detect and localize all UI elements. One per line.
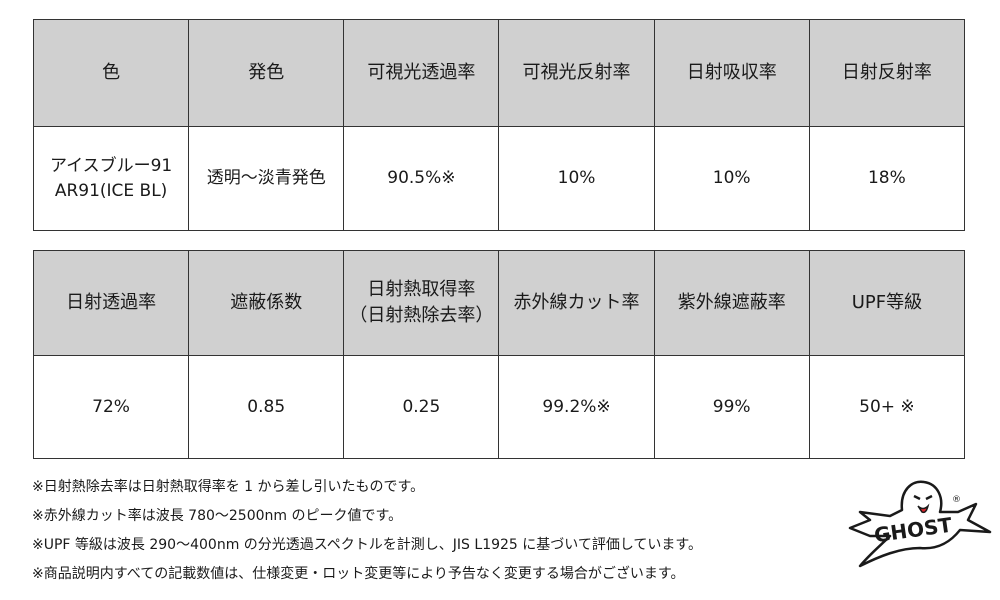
cell-solar-transmittance: 72%: [32, 355, 190, 459]
ghost-logo: GHOST ®: [848, 480, 992, 568]
cell-ir-cut: 99.2%※: [498, 355, 655, 459]
footnote: ※UPF 等級は波長 290〜400nm の分光透過スペクトルを計測し、JIS …: [32, 537, 703, 553]
header-shading-coefficient: 遮蔽係数: [188, 250, 345, 356]
header-solar-heat-gain-line1: 日射熱取得率: [367, 278, 476, 300]
cell-visible-transmittance: 90.5%※: [343, 126, 500, 231]
table-header-row: 色 発色 可視光透過率 可視光反射率 日射吸収率 日射反射率: [32, 19, 966, 127]
header-solar-absorptance: 日射吸収率: [653, 19, 810, 127]
footnote: ※商品説明内すべての記載数値は、仕様変更・ロット変更等により予告なく変更する場合…: [32, 566, 685, 582]
footnote: ※日射熱除去率は日射熱取得率を 1 から差し引いたものです。: [32, 479, 425, 495]
header-uv-shielding: 紫外線遮蔽率: [653, 250, 810, 356]
cell-solar-reflectance: 18%: [808, 126, 966, 231]
table-row: アイスブルー91 AR91(ICE BL) 透明〜淡青発色 90.5%※ 10% …: [32, 126, 966, 231]
footnotes: ※日射熱除去率は日射熱取得率を 1 から差し引いたものです。 ※赤外線カット率は…: [32, 476, 702, 592]
header-ir-cut: 赤外線カット率: [498, 250, 655, 356]
header-solar-reflectance: 日射反射率: [808, 19, 966, 127]
color-name: アイスブルー91: [49, 155, 173, 176]
header-hue: 発色: [188, 19, 345, 127]
header-solar-transmittance: 日射透過率: [32, 250, 190, 356]
registered-mark: ®: [952, 495, 961, 505]
footnote: ※赤外線カット率は波長 780〜2500nm のピーク値です。: [32, 508, 403, 524]
cell-uv-shielding: 99%: [653, 355, 810, 459]
table-row: 72% 0.85 0.25 99.2%※ 99% 50+ ※: [32, 355, 966, 459]
cell-shading-coefficient: 0.85: [188, 355, 345, 459]
cell-visible-reflectance: 10%: [498, 126, 655, 231]
cell-upf: 50+ ※: [808, 355, 966, 459]
cell-hue: 透明〜淡青発色: [188, 126, 345, 231]
header-visible-reflectance: 可視光反射率: [498, 19, 655, 127]
header-color: 色: [32, 19, 190, 127]
header-solar-heat-gain-line2: （日射熱除去率）: [349, 305, 494, 326]
cell-color: アイスブルー91 AR91(ICE BL): [32, 126, 190, 231]
thermal-properties-table: 日射透過率 遮蔽係数 日射熱取得率 （日射熱除去率） 赤外線カット率 紫外線遮蔽率…: [32, 250, 966, 459]
cell-solar-heat-gain: 0.25: [343, 355, 500, 459]
optical-properties-table: 色 発色 可視光透過率 可視光反射率 日射吸収率 日射反射率 アイスブルー91 A…: [32, 19, 966, 231]
header-solar-heat-gain: 日射熱取得率 （日射熱除去率）: [343, 250, 500, 356]
header-visible-transmittance: 可視光透過率: [343, 19, 500, 127]
table-header-row: 日射透過率 遮蔽係数 日射熱取得率 （日射熱除去率） 赤外線カット率 紫外線遮蔽率…: [32, 250, 966, 356]
header-upf: UPF等級: [808, 250, 966, 356]
color-code: AR91(ICE BL): [54, 180, 168, 201]
cell-solar-absorptance: 10%: [653, 126, 810, 231]
